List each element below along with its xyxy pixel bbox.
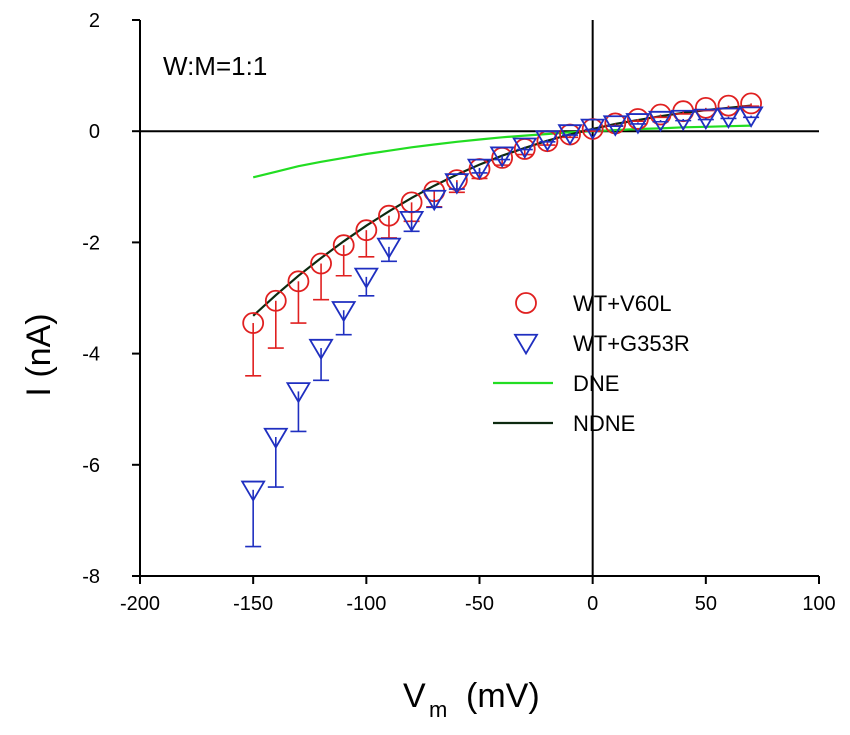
triangle-marker	[421, 189, 447, 212]
legend-item: WT+V60L	[515, 291, 671, 316]
circle-marker	[242, 312, 265, 334]
triangle-marker	[399, 211, 425, 233]
triangle-marker	[557, 124, 583, 146]
x-axis-label-unit: (mV)	[466, 677, 540, 715]
annotation-text: W:M=1:1	[163, 51, 267, 81]
circle-marker	[378, 204, 400, 227]
legend-item: WT+G353R	[513, 331, 690, 356]
legend-item: DNE	[493, 371, 619, 396]
circle-marker	[515, 292, 537, 314]
y-tick-label: -6	[82, 455, 100, 477]
x-tick-label: 0	[587, 593, 598, 615]
triangle-marker	[263, 427, 289, 450]
triangle-marker	[331, 301, 357, 323]
triangle-marker	[353, 267, 379, 290]
x-tick-label: -100	[346, 593, 386, 615]
circle-marker	[287, 270, 310, 293]
triangle-marker	[534, 130, 560, 152]
circle-marker	[740, 92, 762, 115]
triangle-marker	[625, 113, 651, 135]
legend-label: WT+G353R	[573, 331, 690, 356]
circle-marker	[694, 96, 717, 119]
triangle-marker	[489, 146, 515, 168]
data-points	[240, 92, 764, 548]
triangle-marker	[285, 382, 312, 404]
fit-lines	[252, 104, 752, 317]
series-wt-g353r	[240, 106, 764, 548]
axes: -200 -150 -100 -50 0 50 100 2 0 -2 -4 -6 -8	[82, 10, 835, 615]
x-tick-label: -200	[120, 593, 160, 615]
triangle-marker	[738, 106, 764, 128]
legend-label: DNE	[573, 371, 619, 396]
x-axis-label-main: V	[403, 677, 426, 715]
x-tick-label: -50	[465, 593, 494, 615]
triangle-marker	[308, 338, 334, 361]
legend-label: WT+V60L	[573, 291, 671, 316]
x-tick-label: 100	[802, 593, 835, 615]
triangle-marker	[466, 158, 493, 181]
x-axis-label: V m (mV)	[403, 677, 540, 722]
triangle-marker	[602, 115, 628, 137]
x-tick-label: 50	[695, 593, 717, 615]
triangle-marker	[240, 480, 266, 503]
legend-item: NDNE	[493, 411, 635, 436]
triangle-marker	[693, 108, 719, 131]
y-tick-label: -4	[82, 344, 100, 366]
circle-marker	[627, 108, 649, 130]
triangle-marker	[376, 237, 402, 260]
circle-marker	[310, 252, 332, 275]
circle-marker	[332, 234, 355, 257]
circle-marker	[445, 169, 468, 192]
y-tick-label: -2	[82, 232, 100, 254]
y-tick-label: -8	[82, 566, 100, 588]
triangle-marker	[513, 333, 539, 356]
triangle-marker	[444, 173, 470, 195]
x-axis-label-sub: m	[429, 697, 447, 722]
circle-marker	[355, 219, 378, 242]
legend: WT+V60L WT+G353R DNE NDNE	[493, 291, 690, 436]
triangle-marker	[512, 137, 538, 159]
triangle-marker	[647, 110, 674, 133]
series-line-dne	[252, 124, 752, 179]
circle-marker	[717, 94, 740, 117]
triangle-marker	[580, 118, 606, 141]
y-tick-label: 2	[89, 10, 100, 32]
triangle-marker	[715, 107, 742, 129]
y-tick-label: 0	[89, 121, 100, 143]
y-axis-label: I (nA)	[20, 313, 58, 396]
circle-marker	[264, 289, 287, 312]
legend-label: NDNE	[573, 411, 635, 436]
triangle-marker	[670, 109, 696, 132]
x-tick-label: -150	[233, 593, 273, 615]
